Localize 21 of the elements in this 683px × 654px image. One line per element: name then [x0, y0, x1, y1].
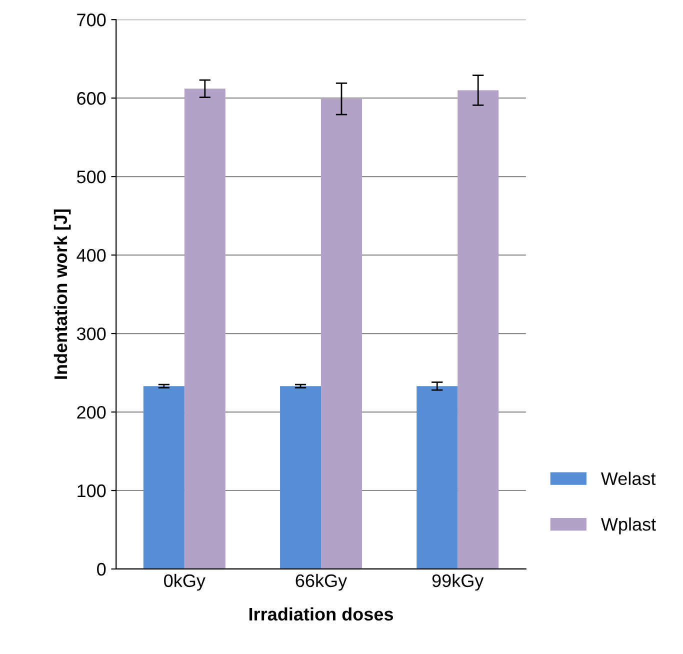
y-tick-label: 500 — [76, 170, 106, 184]
y-axis-title: Indentation work [J] — [54, 210, 71, 379]
y-tick-label: 100 — [78, 484, 106, 498]
y-tick-label: 300 — [76, 327, 106, 340]
bar — [280, 386, 322, 569]
x-tick-label: 99kGy — [432, 574, 484, 591]
x-tick-label: 66kGy — [296, 574, 348, 591]
y-tick-label: 700 — [77, 14, 106, 26]
y-tick-label: 600 — [77, 92, 106, 105]
y-tick-label: 400 — [76, 248, 106, 262]
bar — [321, 98, 362, 569]
bar — [143, 386, 184, 569]
y-tick-label: 0 — [97, 562, 106, 576]
x-tick-label: 0kGy — [164, 574, 206, 591]
bar — [416, 386, 458, 569]
y-tick-label: 200 — [77, 406, 106, 419]
bar — [458, 90, 499, 569]
legend-label: Welast — [600, 472, 656, 486]
legend-label: Wplast — [600, 518, 656, 534]
x-axis-title: Irradiation doses — [249, 607, 394, 621]
bar — [184, 88, 226, 569]
